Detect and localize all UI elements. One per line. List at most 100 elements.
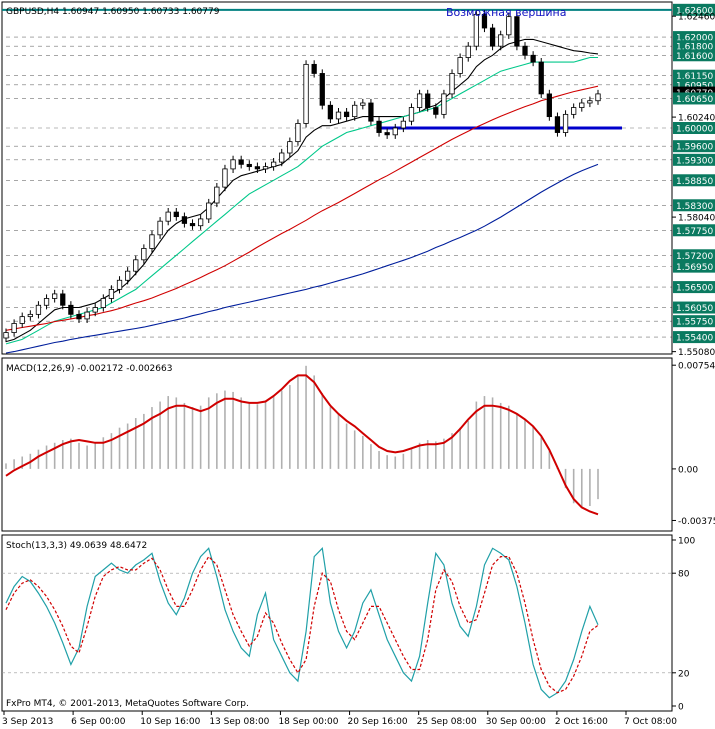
candle-body <box>76 313 82 320</box>
candle-body <box>197 218 204 227</box>
price-axis-label: 1.55080 <box>678 348 715 358</box>
candle-body <box>133 259 139 272</box>
candle-body <box>173 211 179 218</box>
ma-fast-line <box>5 38 599 343</box>
possible-top-annotation: Возможная вершина <box>446 6 567 19</box>
candle-body <box>319 73 325 106</box>
time-axis-label: 10 Sep 16:00 <box>140 717 200 727</box>
candle-body <box>125 270 131 281</box>
price-axis-label: 1.61800 <box>676 43 713 53</box>
candle-body <box>530 54 536 63</box>
candle-body <box>538 61 544 95</box>
candle-body <box>279 152 285 163</box>
candle-body <box>425 93 431 108</box>
candle-body <box>270 161 277 168</box>
price-label-box <box>673 140 715 153</box>
price-axis-label: 1.56500 <box>676 284 713 294</box>
candle-body <box>116 279 123 290</box>
candle-body <box>384 132 390 136</box>
candle-body <box>206 202 212 220</box>
candle-body <box>408 107 415 122</box>
candle-body <box>108 288 115 299</box>
price-axis-label: 1.55750 <box>676 318 713 328</box>
time-axis-label: 18 Sep 00:00 <box>278 717 338 727</box>
candle-body <box>595 93 601 102</box>
price-label-box <box>673 315 715 328</box>
copyright-footer: FxPro MT4, © 2001-2013, MetaQuotes Softw… <box>6 699 249 709</box>
candle-body <box>214 186 220 204</box>
price-axis-label: 1.60240 <box>678 114 715 124</box>
candle-body <box>343 111 350 118</box>
candle-body <box>189 223 196 227</box>
ma-slow-line <box>5 85 599 331</box>
candle-body <box>449 73 455 95</box>
candle-body <box>181 216 188 224</box>
candle-body <box>295 123 301 143</box>
candle-body <box>571 107 577 115</box>
candle-body <box>157 220 163 236</box>
candle-body <box>311 63 317 74</box>
candle-body <box>546 93 552 118</box>
price-axis-label: 1.60650 <box>676 95 713 105</box>
price-label-box <box>673 260 715 273</box>
candle-body <box>352 104 358 118</box>
candle-body <box>579 102 585 108</box>
candle-body <box>84 311 90 320</box>
time-axis-label: 30 Sep 00:00 <box>486 717 546 727</box>
candle-body <box>498 34 504 47</box>
candle-body <box>3 332 9 339</box>
stoch-axis-label: 80 <box>678 570 690 580</box>
price-axis-label: 1.60000 <box>676 125 713 135</box>
price-axis-label: 1.62460 <box>678 13 715 23</box>
macd-axis-label: 0.007545 <box>678 362 715 372</box>
time-axis-label: 20 Sep 16:00 <box>348 717 408 727</box>
stoch-axis-label: 0 <box>678 703 684 713</box>
price-label-box <box>673 301 715 314</box>
price-label-box <box>673 40 715 53</box>
candle-body <box>52 293 58 299</box>
price-label-box <box>673 3 715 16</box>
candle-body <box>335 111 342 120</box>
price-label-box <box>673 122 715 134</box>
candle-body <box>92 307 98 313</box>
candle-body <box>246 163 252 168</box>
price-label-box <box>673 174 715 187</box>
candle-body <box>19 316 25 324</box>
candle-body <box>416 93 423 108</box>
candle-body <box>368 102 374 122</box>
price-label-box <box>673 249 715 262</box>
stoch-axis-label: 100 <box>678 537 695 547</box>
candle-body <box>433 107 439 115</box>
candle-body <box>481 13 488 29</box>
macd-axis-label: 0.00 <box>678 465 698 475</box>
candle-body <box>262 166 269 170</box>
stoch-axis-label: 20 <box>678 669 690 679</box>
price-label-box <box>673 331 715 344</box>
price-label-box <box>673 69 715 82</box>
price-label-box <box>673 224 715 237</box>
price-axis-label: 1.57200 <box>676 252 713 262</box>
price-axis-label: 1.56050 <box>676 304 713 314</box>
price-axis-label: 1.61150 <box>676 72 713 82</box>
candle-body <box>165 211 171 222</box>
candle-body <box>562 113 569 133</box>
price-axis-label: 1.59600 <box>676 143 713 153</box>
price-label-box <box>673 92 715 105</box>
time-axis-label: 6 Sep 00:00 <box>71 717 126 727</box>
macd-panel: 0.007545 0.00 -0.003752 <box>5 362 715 527</box>
candle-body <box>392 127 398 136</box>
price-axis-label: 1.58300 <box>676 202 713 212</box>
macd-axis-label: -0.003752 <box>678 517 715 527</box>
candle-body <box>473 13 479 47</box>
candle-body <box>514 16 520 47</box>
macd-panel-frame <box>1 357 673 532</box>
candle-body <box>287 141 293 154</box>
candle-body <box>522 45 528 56</box>
price-axis-label: 1.57750 <box>676 227 713 237</box>
price-axis-label: 1.62000 <box>676 34 713 44</box>
candle-body <box>376 120 382 133</box>
candle-body <box>360 102 366 106</box>
candle-body <box>587 100 593 104</box>
candle-body <box>457 57 463 74</box>
candle-body <box>400 120 407 129</box>
